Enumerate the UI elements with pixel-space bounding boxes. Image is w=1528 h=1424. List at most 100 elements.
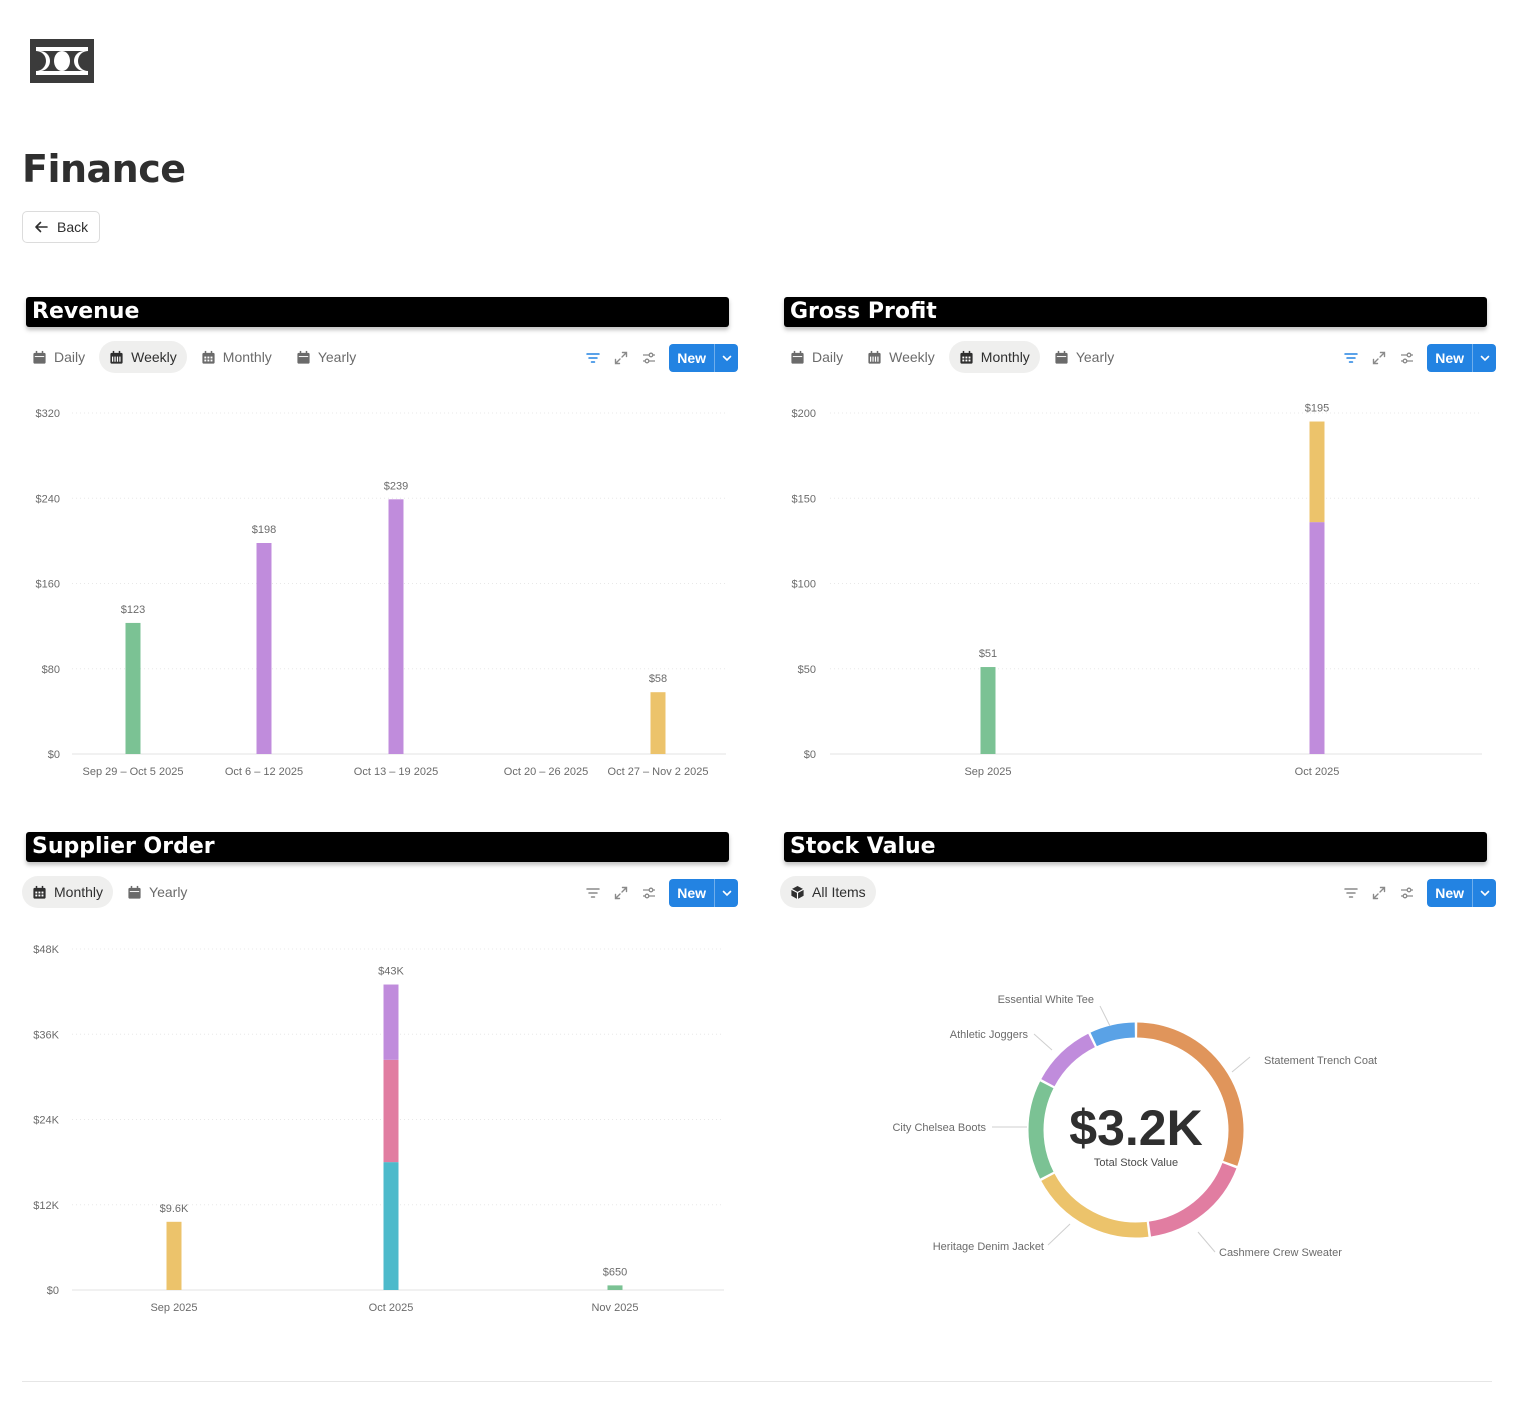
expand-button[interactable] — [607, 879, 635, 907]
tab-monthly[interactable]: Monthly — [22, 876, 114, 908]
new-button[interactable]: New — [669, 344, 738, 372]
new-button[interactable]: New — [1427, 344, 1496, 372]
donut-slice[interactable] — [1136, 1022, 1244, 1166]
slice-label: City Chelsea Boots — [892, 1122, 986, 1134]
new-button-label: New — [677, 350, 706, 366]
filter-button[interactable] — [1337, 344, 1365, 372]
x-tick-label: Sep 2025 — [964, 766, 1011, 778]
y-tick-label: $50 — [798, 664, 816, 676]
x-tick-label: Oct 2025 — [1295, 766, 1340, 778]
y-tick-label: $36K — [33, 1029, 59, 1041]
settings-button[interactable] — [635, 344, 663, 372]
filter-button[interactable] — [1337, 879, 1365, 907]
new-button-label: New — [1435, 350, 1464, 366]
tab-yearly[interactable]: Yearly — [1044, 341, 1124, 373]
chevron-down-icon — [1480, 890, 1489, 897]
x-tick-label: Oct 13 – 19 2025 — [354, 766, 438, 778]
tab-label: Yearly — [1075, 349, 1115, 365]
expand-icon — [1373, 886, 1386, 900]
y-tick-label: $160 — [36, 579, 60, 591]
data-label: $58 — [649, 673, 667, 685]
y-tick-label: $48K — [33, 944, 59, 956]
settings-button[interactable] — [635, 879, 663, 907]
bar[interactable] — [383, 984, 399, 1060]
bar[interactable] — [383, 1059, 399, 1163]
view-tabs: Monthly Yearly — [22, 876, 197, 908]
new-dropdown-button[interactable] — [1472, 879, 1496, 907]
supplier_order-chart: $0 $12K $24K $36K $48K Sep 2025 $9.6K Oct 2025 $… — [33, 944, 724, 1314]
bar[interactable] — [166, 1221, 182, 1290]
settings-button[interactable] — [1393, 344, 1421, 372]
bar[interactable] — [383, 1162, 399, 1290]
tab-label: Daily — [54, 349, 86, 365]
new-button[interactable]: New — [669, 879, 738, 907]
x-tick-label: Oct 6 – 12 2025 — [225, 766, 303, 778]
filter-icon — [586, 888, 600, 898]
donut-slice[interactable] — [1041, 1033, 1096, 1087]
expand-icon — [615, 886, 628, 900]
bar[interactable] — [256, 543, 272, 754]
tab-label: All Items — [812, 884, 866, 900]
back-button[interactable]: Back — [22, 211, 100, 243]
data-label: $51 — [979, 648, 997, 660]
expand-button[interactable] — [1365, 344, 1393, 372]
tab-all-items[interactable]: All Items — [780, 876, 876, 908]
tab-weekly[interactable]: Weekly — [99, 341, 187, 373]
total-value: $3.2K — [1069, 1100, 1202, 1156]
view-toolbar: New — [1337, 879, 1496, 907]
sliders-icon — [1401, 352, 1414, 364]
bar[interactable] — [607, 1285, 623, 1290]
bar[interactable] — [388, 499, 404, 754]
donut-slice[interactable] — [1041, 1173, 1149, 1238]
donut-slice[interactable] — [1090, 1022, 1136, 1047]
tab-daily[interactable]: Daily — [22, 341, 95, 373]
bar[interactable] — [1309, 522, 1325, 754]
view-tabs: All Items — [780, 876, 876, 908]
new-dropdown-button[interactable] — [1472, 344, 1496, 372]
filter-button[interactable] — [579, 344, 607, 372]
tab-monthly[interactable]: Monthly — [191, 341, 282, 373]
bar[interactable] — [980, 667, 996, 754]
bar[interactable] — [125, 622, 141, 754]
donut-slice[interactable] — [1028, 1081, 1054, 1179]
tab-weekly[interactable]: Weekly — [857, 341, 945, 373]
panel-title: Stock Value — [784, 832, 1487, 862]
expand-button[interactable] — [1365, 879, 1393, 907]
filter-button[interactable] — [579, 879, 607, 907]
tab-yearly[interactable]: Yearly — [286, 341, 366, 373]
expand-button[interactable] — [607, 344, 635, 372]
tab-label: Yearly — [317, 349, 357, 365]
new-button-label: New — [1435, 885, 1464, 901]
stock-value-donut-chart: Statement Trench Coat Cashmere Crew Sweat… — [892, 994, 1377, 1259]
tab-label: Monthly — [980, 349, 1030, 365]
bar[interactable] — [1309, 421, 1325, 523]
calendar-icon — [791, 350, 804, 364]
y-tick-label: $24K — [33, 1115, 59, 1127]
new-button[interactable]: New — [1427, 879, 1496, 907]
y-tick-label: $0 — [47, 1285, 59, 1297]
new-dropdown-button[interactable] — [714, 344, 738, 372]
calendar-bars-icon — [110, 350, 123, 364]
chevron-down-icon — [1480, 355, 1489, 362]
sliders-icon — [643, 887, 656, 899]
tab-yearly[interactable]: Yearly — [117, 876, 197, 908]
tab-label: Monthly — [54, 884, 104, 900]
panel-title: Supplier Order — [26, 832, 729, 862]
calendar-icon — [128, 885, 141, 899]
data-label: $650 — [603, 1266, 627, 1278]
panel-title: Revenue — [26, 297, 729, 327]
view-tabs: Daily Weekly Monthly Yearly — [22, 341, 366, 373]
tab-label: Weekly — [131, 349, 177, 365]
donut-slice[interactable] — [1148, 1162, 1237, 1237]
settings-button[interactable] — [1393, 879, 1421, 907]
data-label: $123 — [121, 604, 145, 616]
arrow-left-icon — [35, 221, 48, 233]
tab-monthly[interactable]: Monthly — [948, 341, 1040, 373]
slice-label: Heritage Denim Jacket — [933, 1241, 1044, 1253]
bar[interactable] — [650, 692, 666, 754]
new-dropdown-button[interactable] — [714, 879, 738, 907]
expand-icon — [615, 351, 628, 365]
tab-daily[interactable]: Daily — [780, 341, 853, 373]
calendar-icon — [297, 350, 310, 364]
view-toolbar: New — [579, 879, 738, 907]
